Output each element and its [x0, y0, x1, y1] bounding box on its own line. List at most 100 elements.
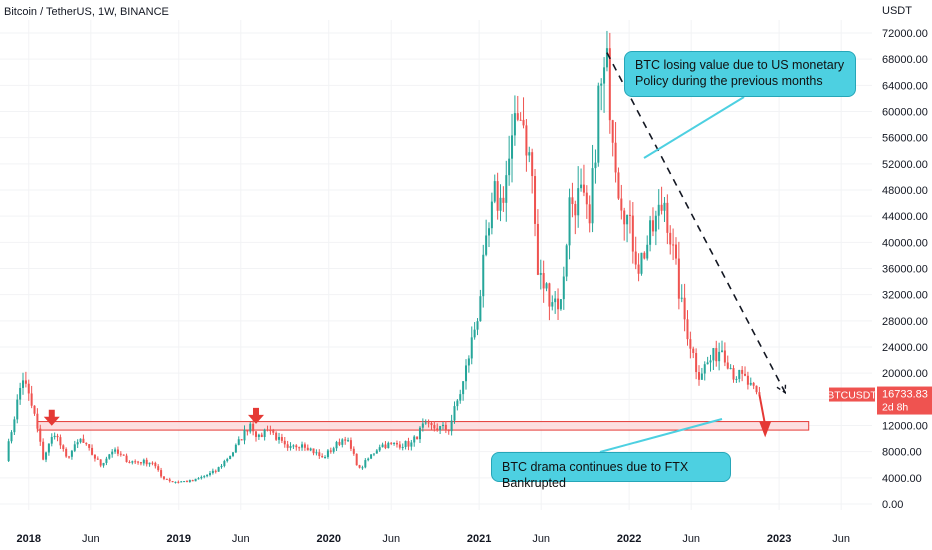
candle-body — [608, 48, 611, 121]
candle-body — [358, 465, 361, 468]
candle-body — [237, 439, 240, 445]
candle-body — [91, 447, 94, 455]
candle-body — [669, 232, 672, 245]
candle-body — [329, 450, 332, 452]
candle-body — [252, 423, 255, 432]
candle-body — [755, 385, 758, 393]
candle-body — [485, 235, 488, 255]
candle-body — [191, 480, 194, 482]
projection-shaft — [758, 394, 767, 426]
y-tick-label: 24000.00 — [882, 342, 928, 354]
candle-body — [234, 444, 237, 453]
callout-monetary-policy: BTC losing value due to US monetary Poli… — [624, 51, 856, 97]
candle-body — [525, 125, 528, 156]
candle-body — [395, 443, 398, 445]
candle-body — [286, 444, 289, 448]
x-tick-label: 2019 — [167, 533, 191, 545]
y-tick-label: 52000.00 — [882, 159, 928, 171]
candle-body — [102, 462, 105, 466]
y-tick-label: 12000.00 — [882, 421, 928, 433]
candle-body — [289, 446, 292, 448]
candle-body — [47, 443, 50, 453]
candle-body — [588, 204, 591, 224]
candle-body — [582, 184, 585, 193]
candle-body — [628, 214, 631, 216]
candle-body — [726, 362, 729, 369]
candle-body — [361, 467, 364, 469]
chart-title: Bitcoin / TetherUS, 1W, BINANCE — [4, 6, 169, 18]
candle-body — [404, 441, 407, 447]
candle-body — [68, 456, 71, 458]
candle-body — [27, 383, 30, 394]
symbol-box — [829, 387, 875, 402]
y-tick-label: 32000.00 — [882, 290, 928, 302]
candle-body — [539, 273, 542, 275]
y-tick-label: 28000.00 — [882, 316, 928, 328]
candle-body — [145, 459, 148, 465]
trend-line-arrowhead — [776, 382, 787, 395]
x-tick-label: 2018 — [17, 533, 41, 545]
candle-body — [349, 440, 352, 449]
y-tick-label: 44000.00 — [882, 211, 928, 223]
candle-body — [752, 382, 755, 386]
x-tick-label: 2021 — [467, 533, 491, 545]
candle-body — [301, 444, 304, 448]
candle-body — [568, 197, 571, 246]
candle-body — [594, 162, 597, 169]
candle-body — [401, 446, 404, 448]
callout-bottom-pointer — [599, 418, 723, 453]
candle-body — [105, 458, 108, 463]
candle-body — [119, 453, 122, 455]
candle-body — [188, 480, 191, 483]
candle-body — [338, 441, 341, 445]
candle-body — [634, 251, 637, 265]
candle-body — [347, 440, 350, 442]
x-tick-label: Jun — [682, 533, 700, 545]
candle-body — [729, 368, 732, 370]
candle-body — [571, 197, 574, 205]
callout-top-pointer — [643, 96, 745, 159]
candle-body — [626, 214, 629, 225]
candle-body — [723, 350, 726, 363]
candle-body — [623, 210, 626, 225]
candle-body — [30, 393, 33, 406]
candle-body — [413, 436, 416, 443]
candle-body — [257, 434, 260, 437]
candle-body — [278, 437, 281, 440]
candle-body — [148, 462, 151, 465]
symbol-label: BTCUSDT — [827, 390, 877, 402]
x-tick-label: Jun — [532, 533, 550, 545]
candle-body — [171, 481, 174, 483]
candle-body — [513, 113, 516, 136]
candle-body — [620, 198, 623, 211]
projection-arrow — [758, 394, 772, 438]
x-tick-label: 2020 — [317, 533, 341, 545]
candle-body — [557, 298, 560, 310]
candle-body — [223, 461, 226, 466]
candle-body — [715, 348, 718, 362]
candle-body — [508, 158, 511, 176]
candle-body — [131, 461, 134, 463]
candle-body — [677, 258, 680, 299]
candle-body — [370, 454, 373, 459]
candle-body — [85, 442, 88, 445]
candle-body — [735, 378, 738, 380]
candle-body — [183, 481, 186, 483]
down-arrow-marker — [43, 409, 60, 426]
candle-body — [738, 369, 741, 379]
x-tick-label: 2023 — [767, 533, 791, 545]
candle-body — [154, 462, 157, 467]
candle-body — [418, 427, 421, 440]
candle-body — [200, 476, 203, 479]
x-tick-label: Jun — [382, 533, 400, 545]
candles — [7, 30, 761, 484]
candle-body — [387, 442, 390, 449]
candle-body — [462, 381, 465, 395]
candle-body — [476, 321, 479, 330]
callout-ftx: BTC drama continues due to FTX Bankrupte… — [491, 452, 731, 490]
candle-body — [439, 426, 442, 431]
candle-body — [416, 436, 419, 440]
candle-body — [732, 368, 735, 380]
candle-body — [505, 175, 508, 203]
